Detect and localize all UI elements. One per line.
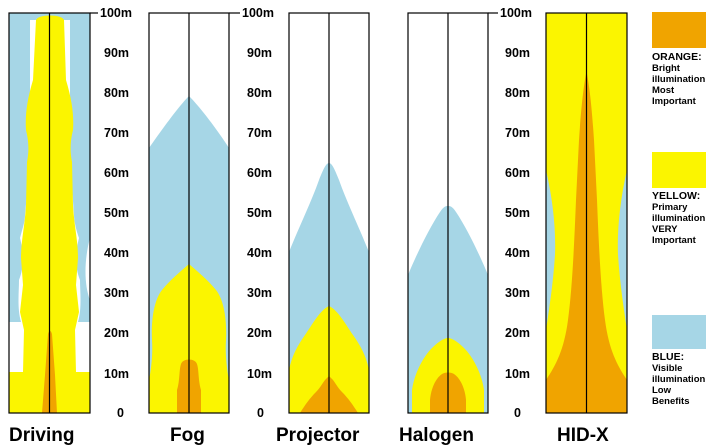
legend-swatch <box>652 12 706 48</box>
lamp-label-halogen: Halogen <box>399 425 474 446</box>
lamp-label-driving: Driving <box>9 425 74 446</box>
scale-label: 100m <box>500 6 532 20</box>
scale-label: 70m <box>247 126 272 140</box>
distance-scale-2: 100m 90m 80m 70m 60m 50m 40m 30m 20m 10m… <box>229 6 274 420</box>
scale-label: 20m <box>104 326 129 340</box>
scale-label: 50m <box>104 206 129 220</box>
scale-label: 40m <box>505 246 530 260</box>
scale-label: 40m <box>247 246 272 260</box>
legend-line: Most <box>652 85 675 96</box>
scale-label: 40m <box>104 246 129 260</box>
legend-line: Primary <box>652 202 688 213</box>
scale-label: 60m <box>247 166 272 180</box>
legend-title: YELLOW: <box>652 190 700 202</box>
scale-label: 100m <box>242 6 274 20</box>
legend-line: Low <box>652 385 672 396</box>
scale-label: 90m <box>247 46 272 60</box>
scale-label: 50m <box>247 206 272 220</box>
scale-label: 10m <box>104 367 129 381</box>
legend-line: Important <box>652 235 697 246</box>
scale-label: 100m <box>100 6 132 20</box>
legend-line: illumination <box>652 74 706 85</box>
legend-line: Bright <box>652 63 681 74</box>
legend-swatch <box>652 152 706 188</box>
lamp-label-fog: Fog <box>170 425 205 446</box>
legend-item-blue: BLUE: Visible illumination Low Benefits <box>652 315 706 407</box>
legend-line: Visible <box>652 363 682 374</box>
distance-scale-1: 100m 90m 80m 70m 60m 50m 40m 30m 20m 10m… <box>90 6 132 420</box>
legend-line: illumination <box>652 213 706 224</box>
lamp-panel-fog <box>148 12 230 414</box>
lamp-label-hidx: HID-X <box>557 425 609 446</box>
scale-label: 90m <box>104 46 129 60</box>
legend-line: VERY <box>652 224 678 235</box>
scale-label: 60m <box>505 166 530 180</box>
scale-label: 70m <box>104 126 129 140</box>
legend-title: BLUE: <box>652 351 684 363</box>
scale-label: 0 <box>117 406 124 420</box>
legend-swatch <box>652 315 706 349</box>
lamp-label-projector: Projector <box>276 425 360 446</box>
scale-label: 80m <box>505 86 530 100</box>
legend-item-yellow: YELLOW: Primary illumination VERY Import… <box>652 152 706 246</box>
legend-line: Benefits <box>652 396 689 407</box>
scale-label: 20m <box>247 326 272 340</box>
scale-label: 80m <box>247 86 272 100</box>
scale-label: 10m <box>505 367 530 381</box>
scale-label: 0 <box>514 406 521 420</box>
legend-line: illumination <box>652 374 706 385</box>
scale-label: 90m <box>505 46 530 60</box>
lamp-panel-driving <box>8 12 91 414</box>
lamp-panel-halogen <box>407 12 489 414</box>
scale-label: 20m <box>505 326 530 340</box>
legend-line: Important <box>652 96 697 107</box>
scale-label: 80m <box>104 86 129 100</box>
legend-title: ORANGE: <box>652 51 702 63</box>
scale-label: 50m <box>505 206 530 220</box>
scale-label: 10m <box>247 367 272 381</box>
distance-scale-3: 100m 90m 80m 70m 60m 50m 40m 30m 20m 10m… <box>488 6 532 420</box>
lamp-panel-hidx <box>545 12 628 414</box>
legend: ORANGE: Bright illumination Most Importa… <box>652 12 706 407</box>
scale-label: 30m <box>104 286 129 300</box>
scale-label: 70m <box>505 126 530 140</box>
scale-label: 30m <box>505 286 530 300</box>
legend-item-orange: ORANGE: Bright illumination Most Importa… <box>652 12 706 107</box>
scale-label: 0 <box>257 406 264 420</box>
lamp-panel-projector <box>288 12 370 414</box>
scale-label: 60m <box>104 166 129 180</box>
blue-zone <box>9 13 90 322</box>
scale-label: 30m <box>247 286 272 300</box>
